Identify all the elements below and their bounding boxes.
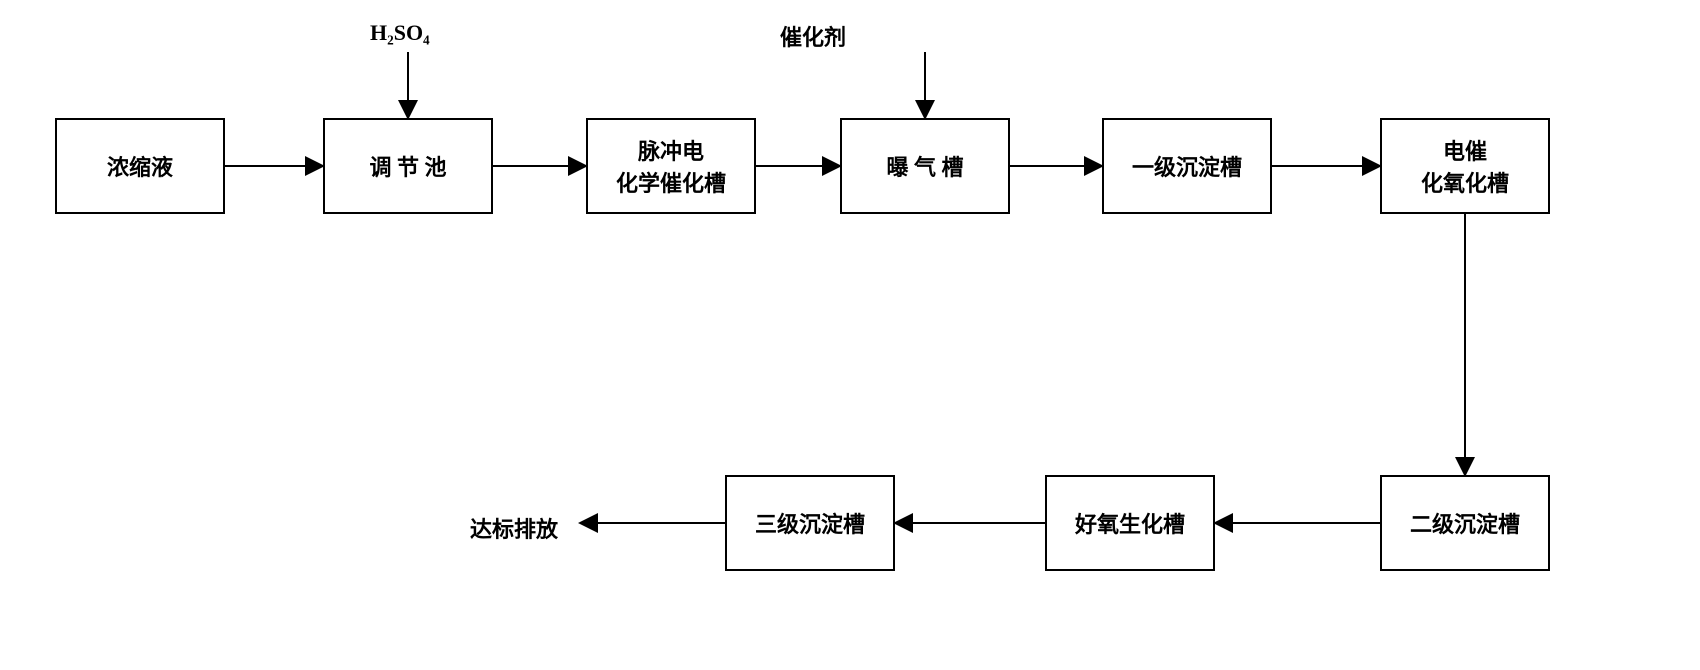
flow-box-n1: 浓缩液 (55, 118, 225, 214)
flow-box-n6: 电催化氧化槽 (1380, 118, 1550, 214)
box-label: 电催 (1443, 134, 1487, 166)
box-label: 脉冲电 (638, 134, 704, 166)
box-label: 调 节 池 (369, 150, 446, 182)
box-label: 曝 气 槽 (886, 150, 963, 182)
box-label: 化氧化槽 (1421, 166, 1509, 198)
box-label: 一级沉淀槽 (1132, 150, 1242, 182)
box-label: 二级沉淀槽 (1410, 507, 1520, 539)
flow-box-n3: 脉冲电化学催化槽 (586, 118, 756, 214)
box-label: 化学催化槽 (616, 166, 726, 198)
flow-box-n9: 三级沉淀槽 (725, 475, 895, 571)
flow-box-n8: 好氧生化槽 (1045, 475, 1215, 571)
input-label-l1: H₂SO₄ (370, 20, 430, 46)
input-label-l2: 催化剂 (780, 20, 846, 52)
flow-box-n4: 曝 气 槽 (840, 118, 1010, 214)
flow-box-n5: 一级沉淀槽 (1102, 118, 1272, 214)
flow-box-n7: 二级沉淀槽 (1380, 475, 1550, 571)
flow-box-n2: 调 节 池 (323, 118, 493, 214)
box-label: 三级沉淀槽 (755, 507, 865, 539)
box-label: 好氧生化槽 (1075, 507, 1185, 539)
output-label: 达标排放 (470, 512, 558, 544)
box-label: 浓缩液 (107, 150, 173, 182)
